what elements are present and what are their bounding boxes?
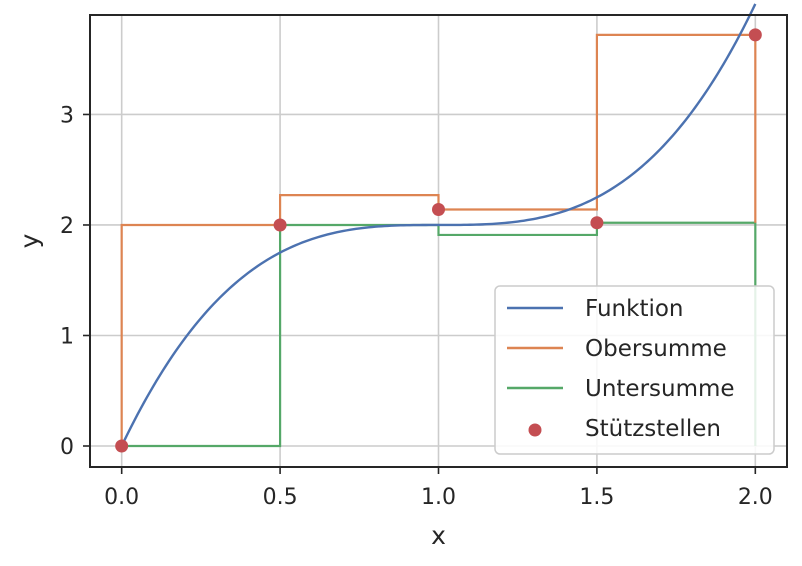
y-tick-label: 2 <box>60 214 74 239</box>
stuetzstelle-point <box>748 28 762 42</box>
obersumme-line <box>120 33 757 446</box>
legend-label: Stützstellen <box>585 416 721 442</box>
x-axis: 0.0 0.5 1.0 1.5 2.0 <box>104 467 773 510</box>
legend-box <box>494 285 775 455</box>
legend-marker <box>528 423 542 437</box>
y-tick-label: 1 <box>60 324 74 349</box>
x-tick-label: 0.5 <box>263 485 298 510</box>
y-axis: 0 1 2 3 <box>60 103 90 460</box>
legend-label: Funktion <box>585 296 684 322</box>
y-tick-label: 0 <box>60 435 74 460</box>
x-tick-label: 1.0 <box>421 485 456 510</box>
legend-label: Obersumme <box>585 336 727 362</box>
stuetzstelle-point <box>590 216 604 230</box>
x-axis-label: x <box>431 521 446 550</box>
y-axis-label: y <box>15 233 44 248</box>
legend-label: Untersumme <box>585 376 735 402</box>
untersumme-line <box>121 221 757 448</box>
stuetzstelle-point <box>273 218 287 232</box>
x-tick-label: 0.0 <box>104 485 139 510</box>
funktion-line <box>120 3 757 447</box>
x-tick-label: 1.5 <box>579 485 614 510</box>
stuetzstelle-point <box>115 439 129 453</box>
legend: Funktion Obersumme Untersumme Stützstellen <box>494 285 775 455</box>
x-tick-label: 2.0 <box>738 485 773 510</box>
stuetzstelle-point <box>432 203 445 217</box>
plot-area <box>115 3 762 453</box>
y-tick-label: 3 <box>60 103 74 128</box>
